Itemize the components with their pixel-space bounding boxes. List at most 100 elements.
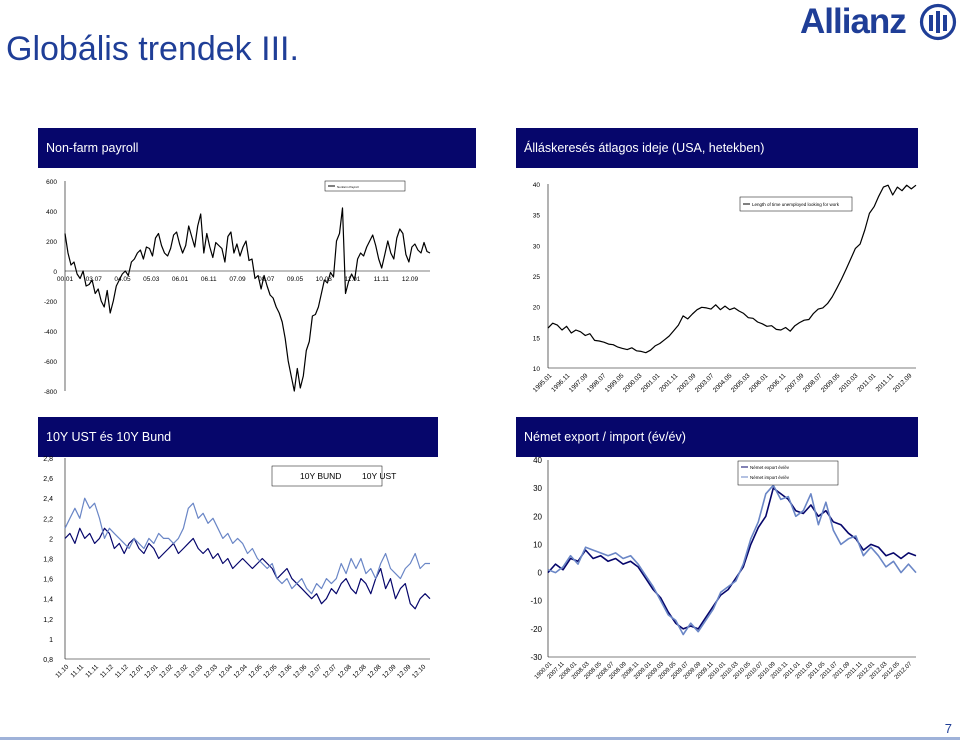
y-tick-label: 1 — [49, 637, 53, 644]
allianz-eagle-icon — [919, 3, 957, 41]
x-tick-label: 03.07 — [86, 276, 103, 283]
x-tick-label: 04.05 — [114, 276, 131, 283]
chart-de_trade: 403020100-10-20-301900.012007.112008.012… — [530, 456, 917, 681]
series-line-10y-bund — [64, 527, 431, 610]
x-tick-label: 11.10 — [54, 663, 70, 679]
legend-entry: Length of time unemployed looking for wo… — [752, 202, 840, 207]
y-tick-label: 400 — [46, 209, 57, 216]
y-tick-label: 0 — [53, 269, 57, 276]
x-tick-label: 12.09 — [396, 663, 413, 680]
y-tick-label: 1,8 — [43, 557, 53, 564]
y-tick-label: 2,8 — [43, 456, 53, 463]
y-tick-label: 10 — [533, 366, 541, 373]
x-tick-label: 2012.09 — [892, 372, 914, 394]
x-tick-label: 12.06 — [277, 663, 294, 680]
page-number: 7 — [944, 721, 952, 736]
y-tick-label: 0,8 — [43, 657, 53, 664]
x-tick-label: 11.11 — [70, 663, 86, 679]
y-tick-label: 40 — [533, 182, 541, 189]
x-tick-label: 2001.01 — [640, 372, 662, 394]
y-tick-label: 30 — [533, 484, 542, 493]
x-tick-label: 2010.03 — [838, 372, 860, 394]
x-tick-label: 12.05 — [262, 663, 279, 680]
y-tick-label: 200 — [46, 239, 57, 246]
legend-entry: Német export év/év — [750, 465, 790, 470]
y-tick-label: 15 — [533, 335, 541, 342]
y-tick-label: -800 — [44, 389, 57, 396]
legend-entry: 10Y BUND — [300, 471, 341, 481]
chart-unemp: 403530252015101995.011996.111997.091998.… — [532, 182, 917, 394]
x-tick-label: 09.05 — [287, 276, 304, 283]
x-tick-label: 12.03 — [203, 663, 220, 680]
x-tick-label: 12.09 — [381, 663, 398, 680]
y-tick-label: 0 — [538, 569, 543, 578]
x-tick-label: 12.08 — [337, 663, 354, 680]
x-tick-label: 12.10 — [411, 663, 428, 680]
x-tick-label: 12.06 — [292, 663, 309, 680]
legend-entry: 10Y UST — [362, 471, 396, 481]
chart-header-unemployment: Álláskeresés átlagos ideje (USA, hetekbe… — [516, 128, 918, 168]
x-tick-label: 12.01 — [128, 663, 145, 680]
y-tick-label: 30 — [533, 243, 541, 250]
y-tick-label: -400 — [44, 329, 57, 336]
series-line-main — [547, 184, 917, 354]
x-tick-label: 12.08 — [351, 663, 368, 680]
x-tick-label: 05.03 — [143, 276, 160, 283]
y-tick-label: 2,2 — [43, 516, 53, 523]
x-tick-label: 12.03 — [188, 663, 205, 680]
allianz-logo: Allianz — [800, 2, 960, 46]
y-tick-label: -10 — [530, 597, 542, 606]
x-tick-label: 10.03 — [316, 276, 333, 283]
x-tick-label: 11.12 — [99, 663, 115, 679]
y-tick-label: -30 — [530, 653, 542, 662]
x-tick-label: 12.09 — [402, 276, 419, 283]
x-tick-label: 11.01 — [345, 276, 361, 283]
y-tick-label: 40 — [533, 456, 542, 465]
x-tick-label: 2006.01 — [748, 372, 770, 394]
y-tick-label: 20 — [533, 305, 541, 312]
y-tick-label: 1,2 — [43, 617, 53, 624]
y-tick-label: 1,6 — [43, 577, 53, 584]
series-line-német-import-év/év — [547, 484, 917, 636]
x-tick-label: 08.07 — [258, 276, 275, 283]
legend-box — [739, 196, 853, 212]
logo-text: Allianz — [800, 2, 907, 41]
x-tick-label: 06.11 — [201, 276, 217, 283]
x-tick-label: 12.04 — [218, 663, 235, 680]
x-tick-label: 12.07 — [307, 663, 324, 680]
y-tick-label: 20 — [533, 512, 542, 521]
slide-title: Globális trendek III. — [6, 30, 299, 68]
legend-box — [324, 180, 406, 192]
chart-ust_bund: 2,82,62,42,221,81,61,41,210,811.10 11.11 1… — [43, 456, 431, 680]
x-tick-label: 06.01 — [172, 276, 189, 283]
x-tick-label: 11.11 — [374, 276, 390, 283]
x-tick-label: 07.09 — [229, 276, 246, 283]
legend-box — [737, 460, 839, 486]
x-tick-label: 12.07 — [322, 663, 339, 680]
x-tick-label: 12.01 — [143, 663, 160, 680]
series-line-10y-ust — [64, 497, 430, 595]
series-line-main — [64, 207, 431, 392]
legend-box — [271, 465, 383, 487]
chart-header-nfp: Non-farm payroll — [38, 128, 476, 168]
y-tick-label: 1,4 — [43, 597, 53, 604]
y-tick-label: 10 — [533, 540, 542, 549]
x-tick-label: 11.12 — [114, 663, 130, 679]
x-tick-label: 12.08 — [366, 663, 383, 680]
legend-entry: Német import év/év — [750, 475, 790, 480]
y-tick-label: 2,6 — [43, 476, 53, 483]
chart-header-ust-bund: 10Y UST és 10Y Bund — [38, 417, 438, 457]
y-tick-label: -600 — [44, 359, 57, 366]
footer-divider — [0, 737, 960, 740]
y-tick-label: -20 — [530, 625, 542, 634]
y-tick-label: 2,4 — [43, 496, 53, 503]
legend-entry: Nonfarm Payroll — [337, 185, 359, 189]
y-tick-label: 25 — [533, 274, 541, 281]
y-tick-label: 600 — [46, 179, 57, 186]
x-tick-label: 12.04 — [232, 663, 249, 680]
x-tick-label: 1995.01 — [532, 372, 554, 394]
x-tick-label: 12.05 — [247, 663, 264, 680]
x-tick-label: 12.02 — [173, 663, 190, 680]
